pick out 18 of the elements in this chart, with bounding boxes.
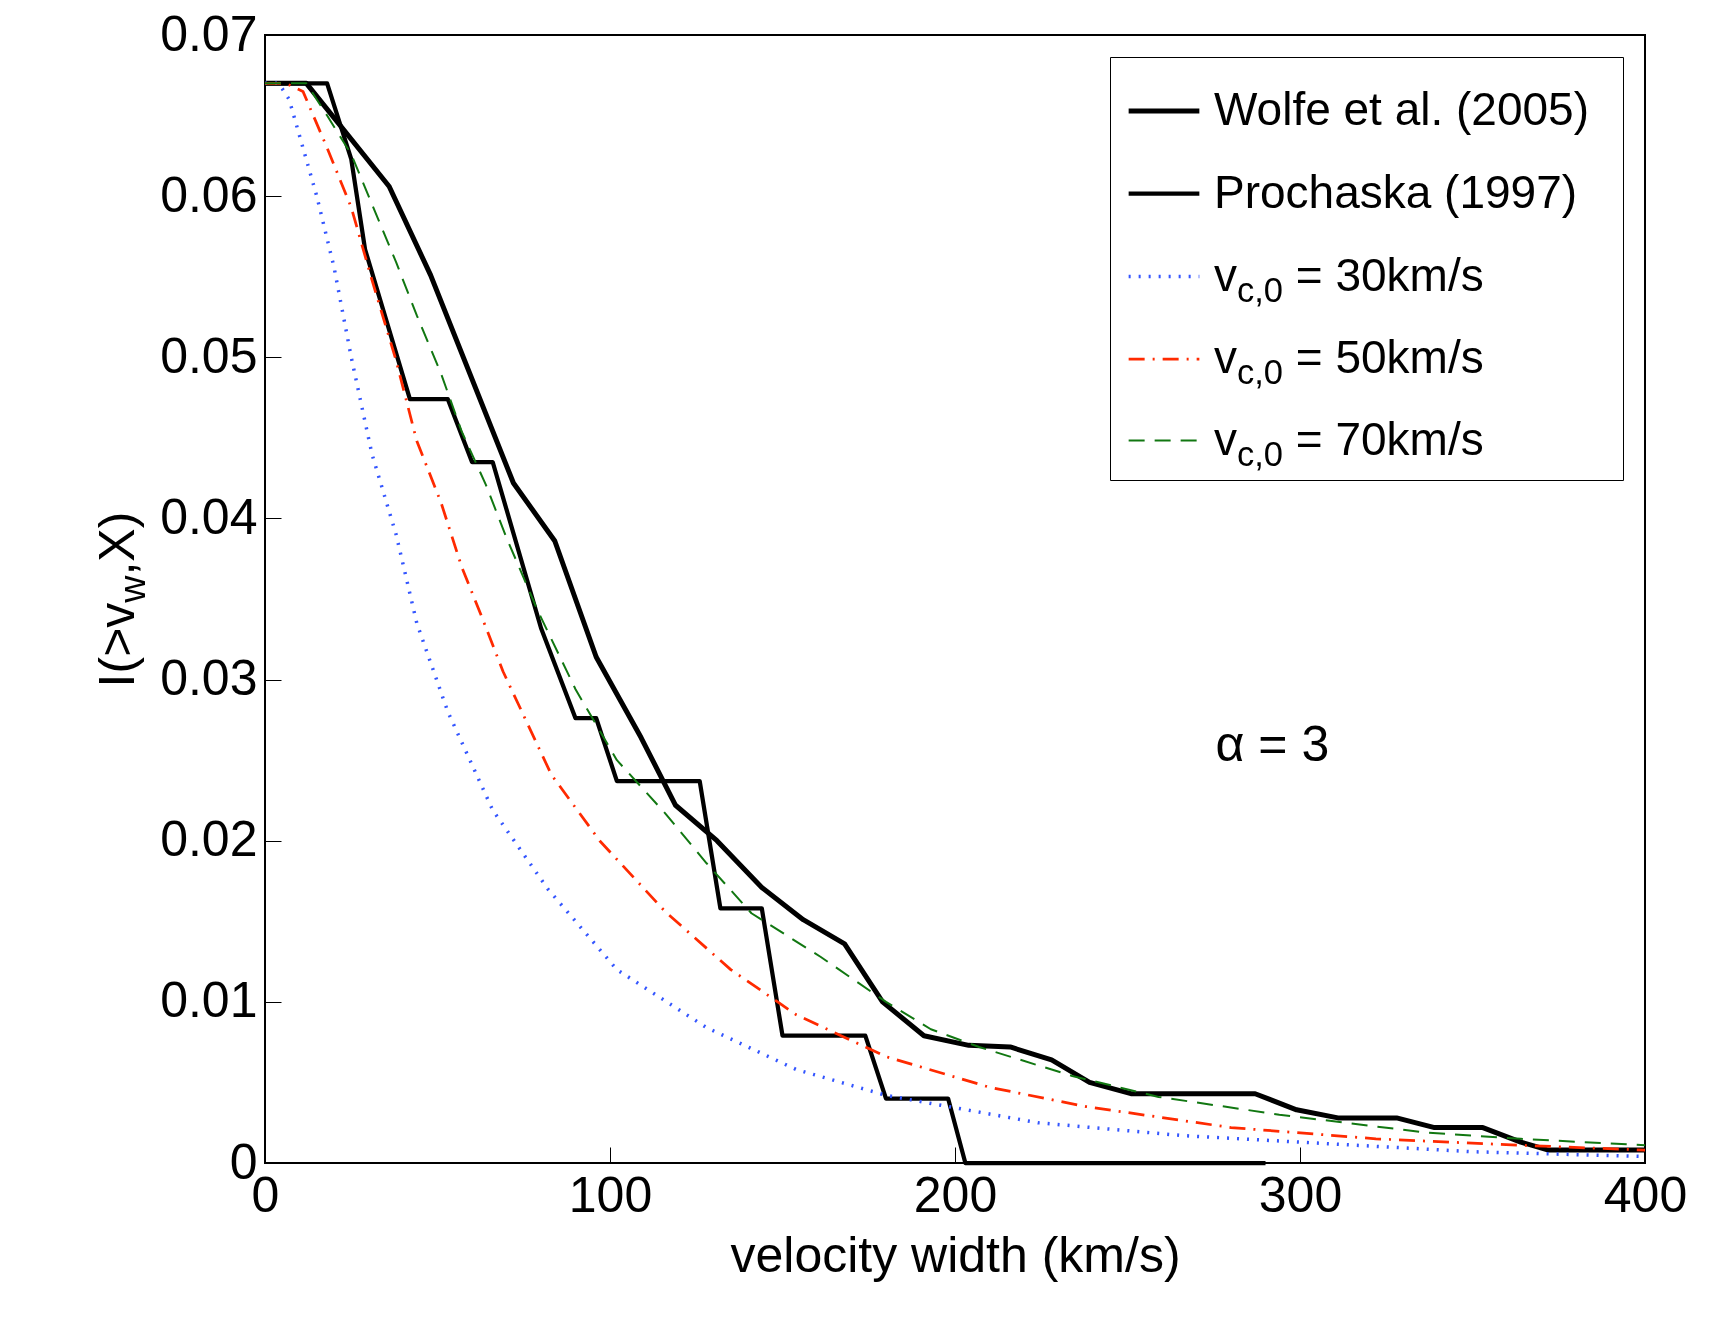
y-tick-label: 0.04 xyxy=(160,488,258,545)
y-tick-label: 0.01 xyxy=(160,972,258,1029)
x-tick-label: 100 xyxy=(568,1166,653,1223)
legend-label: Wolfe et al. (2005) xyxy=(1214,83,1590,135)
legend-label: Prochaska (1997) xyxy=(1214,165,1578,218)
y-tick-label: 0.03 xyxy=(160,650,258,707)
legend-label: v$_{c,0}$ = 70km/s xyxy=(1214,412,1484,472)
y-tick-label: 0.07 xyxy=(160,5,258,62)
legend-label: v$_{c,0}$ = 30km/s xyxy=(1214,248,1484,308)
y-tick-label: 0.05 xyxy=(160,327,258,384)
x-tick-label: 400 xyxy=(1603,1166,1688,1223)
annotation: α = 3 xyxy=(1215,715,1330,772)
y-tick-label: 0.06 xyxy=(160,166,258,223)
x-tick-label: 200 xyxy=(913,1166,998,1223)
x-tick-label: 300 xyxy=(1258,1166,1343,1223)
legend-label: v$_{c,0}$ = 50km/s xyxy=(1214,331,1484,391)
y-tick-label: 0.02 xyxy=(160,811,258,868)
x-axis-title: velocity width (km/s) xyxy=(730,1226,1181,1283)
